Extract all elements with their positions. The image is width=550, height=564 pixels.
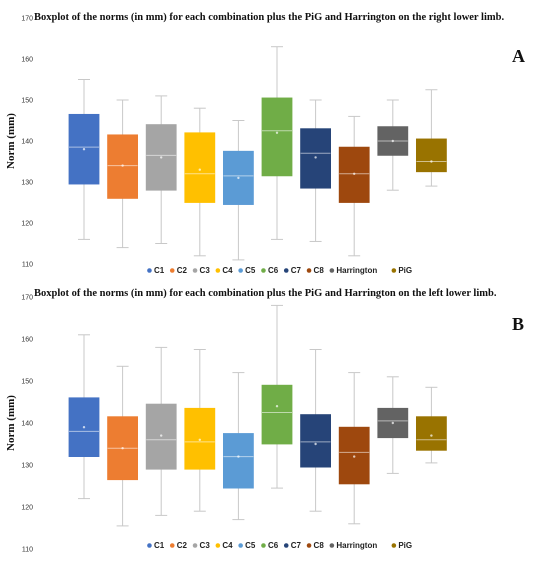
legend-marker-c1 [147,268,152,273]
legend-marker-c4 [215,268,221,273]
legend-label-c2: C2 [177,541,188,550]
legend-marker-c2 [169,268,175,273]
legend-label-pig: PiG [398,266,412,275]
legend-marker-c8 [306,268,312,273]
y-tick-label: 150 [21,98,33,105]
panel-label: B [512,314,524,334]
legend-label-c5: C5 [245,541,256,550]
y-tick-label: 110 [22,262,33,269]
legend-marker-c4 [215,543,221,548]
legend-label-harrington: Harrington [336,541,377,550]
legend-label-harrington: Harrington [336,266,377,275]
legend-marker-c7 [283,543,289,548]
legend-label-c1: C1 [154,266,165,275]
mean-marker-c4 [198,438,201,441]
mean-marker-c6 [275,405,279,408]
mean-marker-c1 [82,426,86,429]
legend-marker-c5 [238,543,243,548]
legend-label-c4: C4 [222,266,233,275]
legend-label-c3: C3 [200,266,211,275]
box-c8 [338,146,370,203]
legend-marker-harrington [329,543,335,548]
y-tick-label: 150 [21,379,33,386]
chart-title: Boxplot of the norms (in mm) for each co… [34,288,497,299]
legend-marker-c6 [261,268,266,273]
legend-label-c5: C5 [245,266,256,275]
y-tick-label: 120 [21,505,33,512]
mean-marker-c4 [198,168,201,171]
legend-marker-c3 [192,268,198,273]
legend-label-c6: C6 [268,541,279,550]
legend-marker-c3 [192,543,198,548]
mean-marker-c8 [353,172,356,175]
box-c6 [261,97,293,177]
y-tick-label: 110 [22,547,33,554]
mean-marker-c1 [82,148,86,151]
legend-label-c7: C7 [291,266,302,275]
box-pig [415,138,447,173]
y-tick-label: 170 [21,16,33,23]
y-axis-label: Norm (mm) [5,113,17,169]
legend-marker-c8 [306,543,312,548]
y-tick-label: 130 [21,180,33,187]
legend-marker-c7 [283,268,289,273]
mean-marker-c2 [121,164,124,167]
box-c7 [300,414,332,468]
chart-title: Boxplot of the norms (in mm) for each co… [34,12,504,23]
legend-label-c2: C2 [177,266,188,275]
mean-marker-c3 [160,156,163,159]
box-c5 [222,433,254,489]
y-tick-label: 120 [21,221,33,228]
legend-label-c4: C4 [222,541,233,550]
box-c5 [222,150,254,205]
mean-marker-c2 [121,447,124,450]
box-c6 [261,384,293,445]
mean-marker-harrington [391,421,394,425]
legend-marker-c6 [261,543,266,548]
mean-marker-c5 [237,455,240,458]
y-axis-label: Norm (mm) [5,395,17,451]
y-tick-label: 140 [21,421,33,428]
legend-marker-c5 [238,268,243,273]
y-tick-label: 140 [21,139,33,146]
mean-marker-pig [430,434,433,437]
box-c4 [184,132,216,203]
legend-marker-c2 [169,543,175,548]
box-pig [415,416,447,451]
box-c8 [338,426,370,485]
panel-label: A [512,46,525,66]
legend-label-pig: PiG [398,541,412,550]
mean-marker-harrington [391,139,394,143]
mean-marker-c5 [237,176,240,180]
legend-marker-c1 [147,543,152,548]
mean-marker-c8 [353,455,356,458]
mean-marker-pig [430,160,433,163]
y-tick-label: 170 [21,295,33,302]
legend-label-c8: C8 [314,541,325,550]
mean-marker-c7 [314,156,317,159]
mean-marker-c3 [160,434,163,437]
y-tick-label: 130 [21,463,33,470]
y-tick-label: 160 [21,337,33,344]
legend-label-c7: C7 [291,541,302,550]
y-tick-label: 160 [21,57,33,64]
box-harrington [377,407,409,439]
legend-marker-pig [391,268,397,273]
mean-marker-c6 [275,131,279,134]
legend-label-c1: C1 [154,541,165,550]
mean-marker-c7 [314,442,317,446]
legend-label-c6: C6 [268,266,279,275]
legend-marker-harrington [329,268,335,273]
legend-label-c3: C3 [200,541,211,550]
legend-label-c8: C8 [314,266,325,275]
legend-marker-pig [391,543,397,548]
